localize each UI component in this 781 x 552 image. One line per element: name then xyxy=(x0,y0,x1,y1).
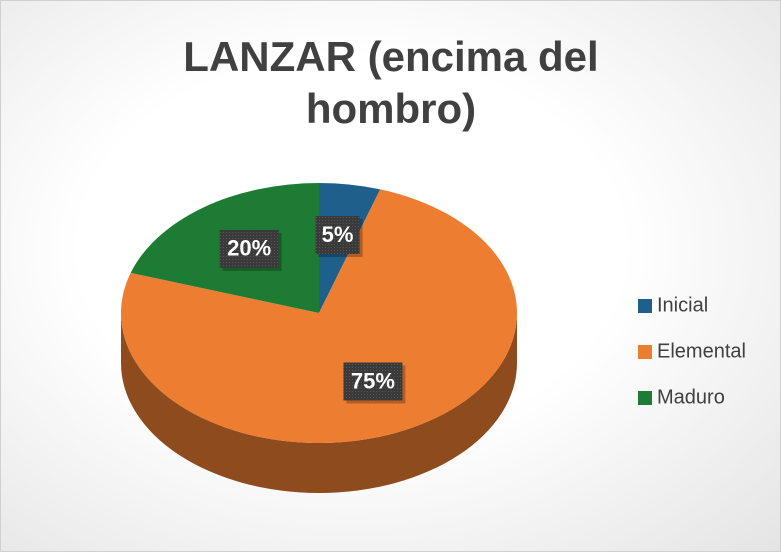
data-label-box xyxy=(315,215,360,254)
legend-label: Elemental xyxy=(657,340,746,362)
slice xyxy=(120,189,517,443)
legend-label: Maduro xyxy=(657,386,725,408)
data-label: 5% xyxy=(322,222,354,247)
data-label-box xyxy=(343,362,403,401)
legend-label: Inicial xyxy=(657,294,708,316)
data-label: 20% xyxy=(227,236,271,261)
legend-swatch xyxy=(638,299,652,313)
data-label-box xyxy=(219,229,279,268)
legend-swatch xyxy=(638,345,652,359)
chart-title: LANZAR (encima del hombro) xyxy=(183,33,599,132)
legend-swatch xyxy=(638,391,652,405)
slice-side xyxy=(121,313,517,493)
data-label: 75% xyxy=(351,368,395,393)
